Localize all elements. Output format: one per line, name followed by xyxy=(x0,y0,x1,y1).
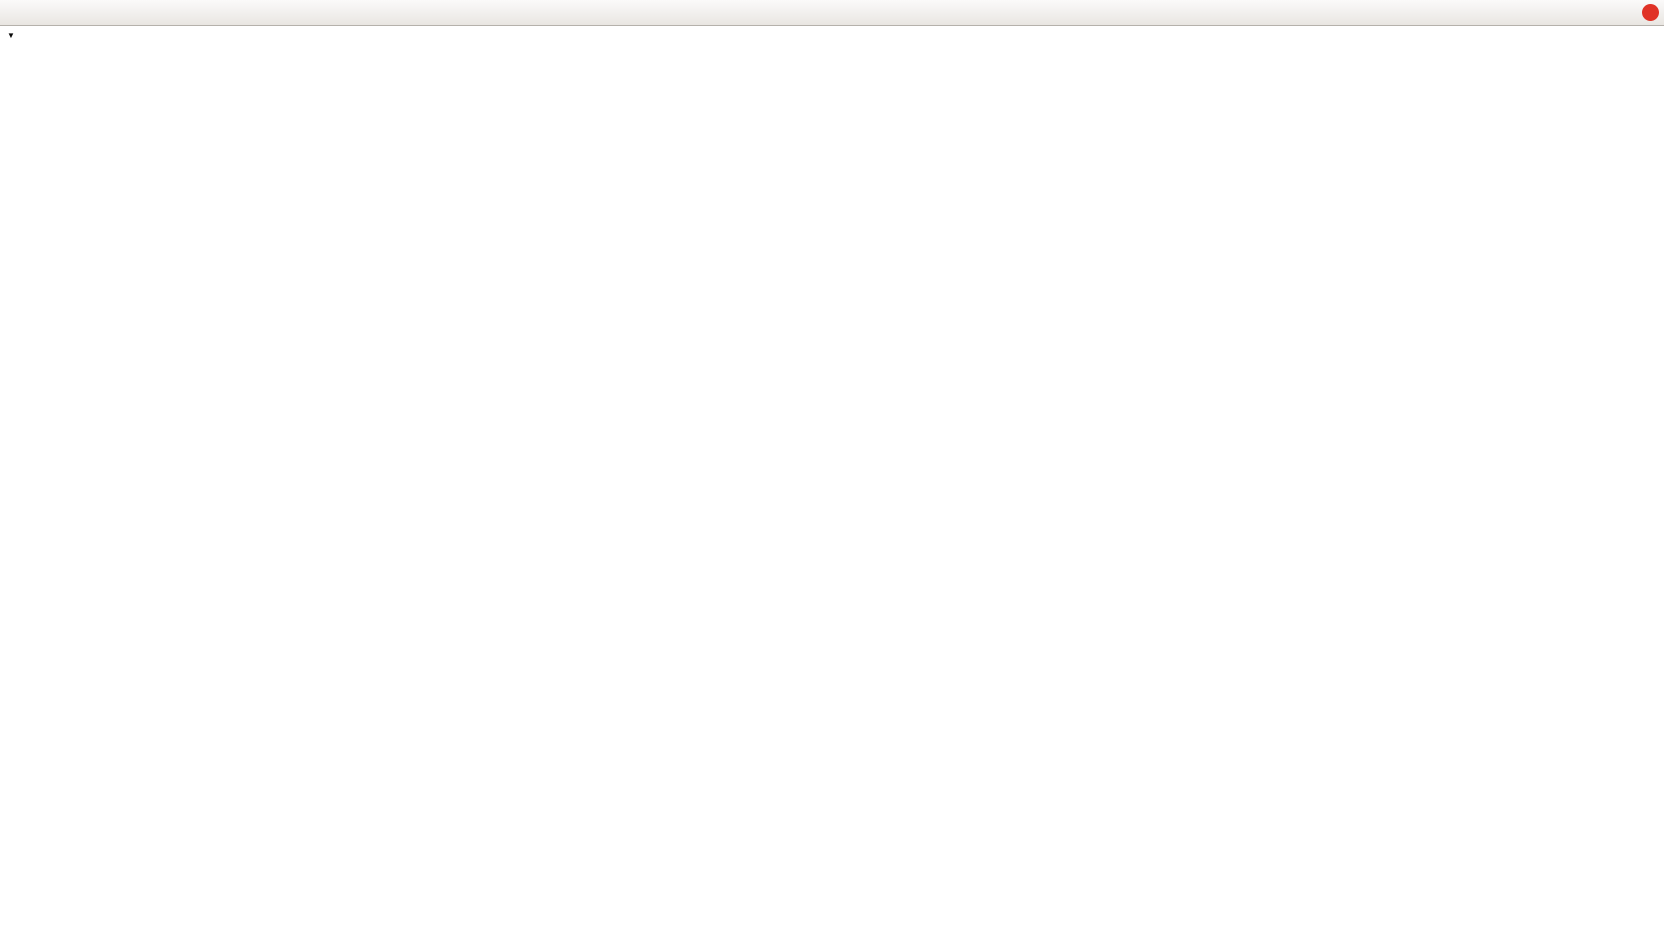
chart-canvas[interactable] xyxy=(0,25,1664,895)
chart-menu-icon[interactable]: ▼ xyxy=(7,31,15,40)
macd-indicator-label xyxy=(7,624,14,636)
symbol-header: ▼ xyxy=(7,30,26,42)
rsi-indicator-label xyxy=(7,759,14,771)
main-toolbar xyxy=(0,0,1664,26)
notification-badge[interactable] xyxy=(1642,4,1659,21)
